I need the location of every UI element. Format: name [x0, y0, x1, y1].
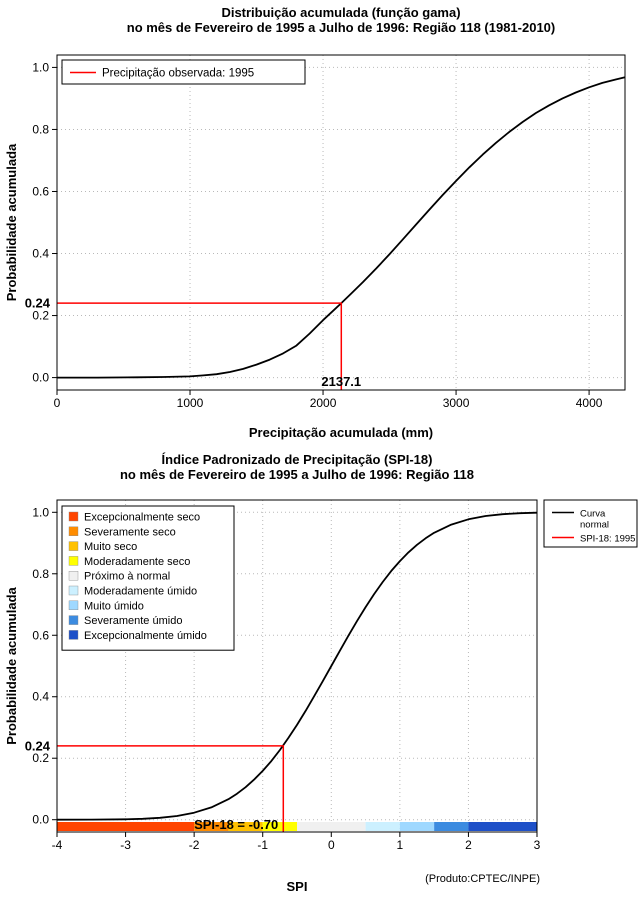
legend-entry-label: SPI-18: 1995 — [580, 534, 635, 545]
category-label: Moderadamente úmido — [84, 586, 197, 598]
x-tick-label: 0 — [328, 838, 335, 852]
x-axis: -4 -3 -2 -1 0 1 2 3 — [52, 832, 541, 852]
category-swatch — [68, 570, 79, 581]
x-tick-label: 2 — [465, 838, 472, 852]
category-label: Excepcionalmente seco — [84, 512, 200, 524]
legend-entry-label: Precipitação observada: 1995 — [102, 68, 254, 80]
marker-probability-label: 0.24 — [25, 296, 51, 311]
category-label: Excepcionalmente úmido — [84, 630, 207, 642]
category-swatch — [68, 615, 79, 625]
marker-value-label: 2137.1 — [321, 374, 361, 389]
y-tick-label: 0.6 — [32, 184, 49, 198]
gamma-cdf-chart: Distribuição acumulada (função gama)no m… — [4, 5, 626, 440]
spi-cdf-chart: Índice Padronizado de Precipitação (SPI-… — [4, 452, 638, 894]
y-axis-title: Probabilidade acumulada — [4, 586, 19, 744]
category-label: Moderadamente seco — [84, 556, 190, 568]
plot-border — [56, 54, 626, 391]
chart-title: Distribuição acumulada (função gama) — [221, 5, 460, 20]
colorbar-segment — [399, 822, 435, 831]
colorbar-segment — [365, 822, 400, 831]
y-tick-label: 1.0 — [32, 60, 49, 74]
colorbar-segment — [262, 822, 297, 831]
y-tick-label: 0.0 — [32, 813, 49, 827]
marker-value-label: SPI-18 = -0.70 — [194, 817, 278, 832]
category-swatch — [68, 526, 79, 537]
x-tick-label: -2 — [189, 838, 200, 852]
observed-value-marker — [57, 302, 343, 390]
y-tick-label: 1.0 — [32, 505, 49, 519]
category-swatch — [68, 600, 79, 611]
y-axis-title: Probabilidade acumulada — [4, 143, 19, 301]
spi-cdf-figure: Índice Padronizado de Precipitação (SPI-… — [0, 450, 640, 900]
y-tick-label: 0.8 — [32, 567, 49, 581]
colorbar-segment — [228, 822, 263, 831]
cdf-curve — [57, 76, 626, 379]
colorbar-segment — [194, 822, 229, 831]
chart-subtitle: no mês de Fevereiro de 1995 a Julho de 1… — [127, 20, 556, 35]
gamma-cdf-figure: Distribuição acumulada (função gama) no m… — [4, 5, 626, 440]
x-tick-label: -4 — [52, 838, 63, 852]
category-label: Muito úmido — [84, 600, 144, 612]
spi-category-colorbar — [57, 822, 537, 831]
legend-entry-label: Curva — [580, 509, 606, 520]
y-axis: 0.0 0.2 0.4 0.6 0.8 1.0 — [32, 505, 57, 827]
category-label: Severamente seco — [84, 526, 176, 538]
colorbar-segment — [468, 822, 537, 831]
colorbar-segment — [434, 822, 469, 831]
chart-title: Índice Padronizado de Precipitação (SPI-… — [162, 452, 433, 467]
x-tick-label: -1 — [257, 838, 268, 852]
x-axis-title: Precipitação acumulada (mm) — [249, 425, 433, 440]
category-swatch — [68, 541, 79, 551]
marker-probability-label: 0.24 — [25, 738, 51, 753]
x-axis: 0 1000 2000 3000 4000 — [54, 390, 603, 410]
category-label: Muito seco — [84, 541, 137, 553]
category-swatch — [68, 630, 79, 640]
y-tick-label: 0.4 — [32, 690, 49, 704]
chart-subtitle: no mês de Fevereiro de 1995 a Julho de 1… — [120, 467, 474, 482]
colorbar-segment — [297, 822, 366, 831]
category-swatch — [68, 585, 79, 596]
x-tick-label: -3 — [120, 838, 131, 852]
x-tick-label: 2000 — [310, 396, 337, 410]
y-axis: 0.0 0.2 0.4 0.6 0.8 1.0 — [32, 60, 57, 385]
y-tick-label: 0.6 — [32, 628, 49, 642]
y-tick-label: 0.2 — [32, 751, 49, 765]
x-axis-title: SPI — [287, 879, 308, 894]
y-tick-label: 0.0 — [32, 371, 49, 385]
y-tick-label: 0.8 — [32, 122, 49, 136]
cdf-curve — [56, 511, 538, 821]
observed-value-marker — [57, 745, 285, 832]
y-tick-label: 0.2 — [32, 309, 49, 323]
x-tick-label: 1 — [397, 838, 404, 852]
category-label: Severamente úmido — [84, 615, 182, 627]
category-swatch — [68, 556, 79, 566]
colorbar-segment — [57, 822, 195, 831]
category-label: Próximo à normal — [84, 571, 170, 583]
line-legend: Precipitação observada: 1995 — [61, 59, 306, 85]
x-tick-label: 4000 — [576, 396, 603, 410]
plot-border — [56, 499, 538, 833]
y-tick-label: 0.4 — [32, 247, 49, 261]
product-credit: (Produto:CPTEC/INPE) — [425, 873, 540, 885]
x-tick-label: 1000 — [177, 396, 204, 410]
spi-category-legend: Excepcionalmente seco Severamente seco Mui… — [61, 505, 235, 651]
legend-entry-label: normal — [580, 520, 609, 531]
x-tick-label: 3 — [534, 838, 541, 852]
x-tick-label: 0 — [54, 396, 61, 410]
category-swatch — [68, 511, 79, 522]
x-tick-label: 3000 — [443, 396, 470, 410]
